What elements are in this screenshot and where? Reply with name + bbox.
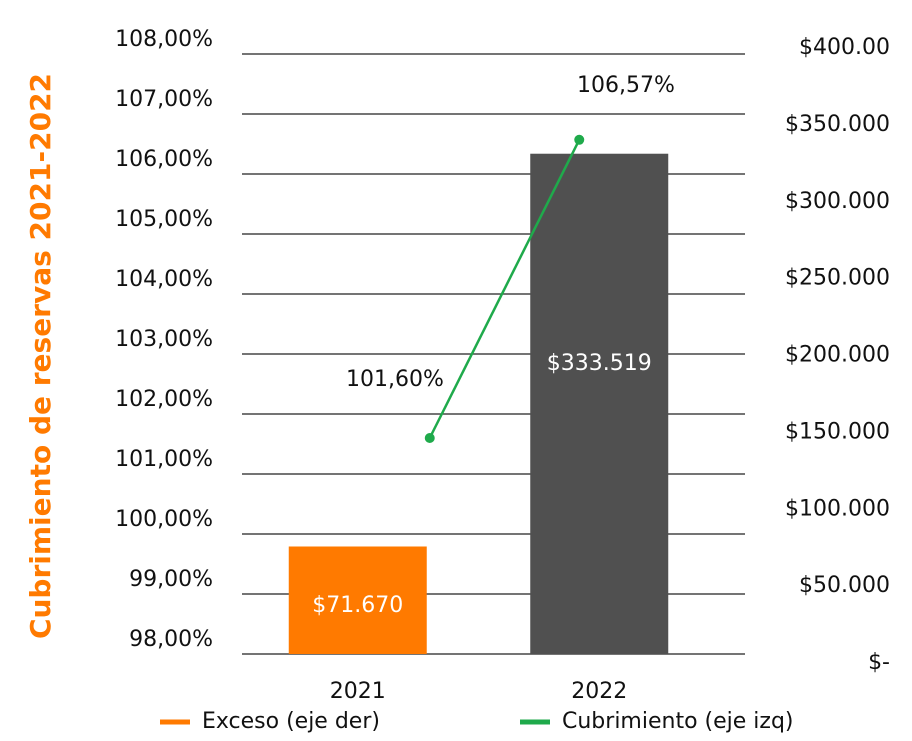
- y2-tick-label: $200.000: [785, 343, 890, 368]
- y2-tick-label: $350.000: [785, 112, 890, 137]
- y-tick-label: 101,00%: [115, 447, 213, 472]
- y2-tick-label: $50.000: [799, 573, 890, 598]
- y-tick-label: 99,00%: [129, 567, 213, 592]
- y-tick-label: 103,00%: [115, 327, 213, 352]
- line-point: [574, 134, 585, 145]
- y2-tick-label: $-: [868, 650, 890, 675]
- y-axis-title: Cubrimiento de reservas 2021-2022: [24, 73, 57, 639]
- y2-tick-label: $400.00: [799, 35, 890, 60]
- y-tick-label: 107,00%: [115, 87, 213, 112]
- bar: [530, 153, 669, 654]
- bar-value-label: $71.670: [312, 593, 403, 618]
- y-tick-label: 102,00%: [115, 387, 213, 412]
- y2-tick-label: $250.000: [785, 266, 890, 291]
- y2-tick-label: $300.000: [785, 189, 890, 214]
- line-point: [424, 433, 435, 443]
- legend-label: Cubrimiento (eje izq): [562, 709, 794, 734]
- legend-label: Exceso (eje der): [202, 709, 380, 734]
- y-tick-label: 100,00%: [115, 507, 213, 532]
- y-tick-label: 108,00%: [115, 27, 213, 52]
- line-value-label: 101,60%: [346, 367, 444, 392]
- line: [428, 139, 581, 439]
- y2-tick-label: $150.000: [785, 419, 890, 444]
- x-tick-label: 2021: [330, 679, 386, 704]
- y2-tick-label: $100.000: [785, 496, 890, 521]
- bar-value-label: $333.519: [547, 351, 652, 376]
- y-tick-label: 106,00%: [115, 147, 213, 172]
- x-tick-label: 2022: [571, 679, 627, 704]
- y-tick-label: 105,00%: [115, 207, 213, 232]
- bar: [288, 546, 427, 654]
- y-tick-label: 104,00%: [115, 267, 213, 292]
- y-tick-label: 98,00%: [129, 627, 213, 652]
- line-value-label: 106,57%: [577, 73, 675, 98]
